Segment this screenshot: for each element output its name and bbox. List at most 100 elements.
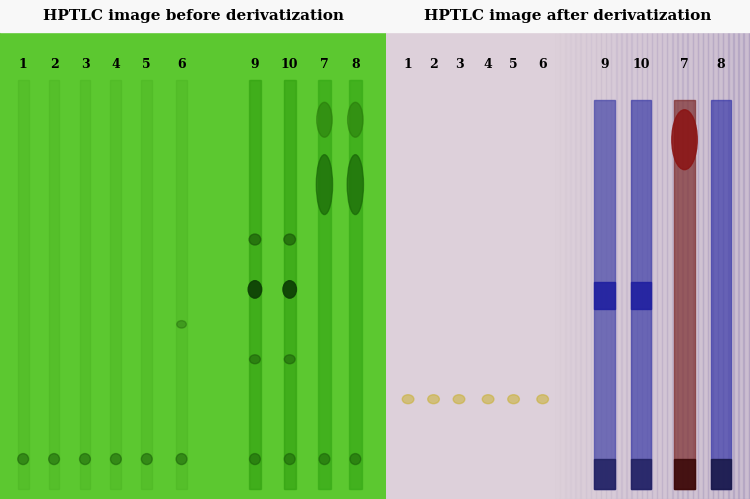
Ellipse shape — [177, 321, 186, 328]
Bar — [596, 32, 602, 499]
Bar — [49, 80, 59, 489]
Ellipse shape — [319, 454, 330, 465]
Bar — [350, 80, 361, 489]
Bar — [141, 80, 152, 489]
Text: 5: 5 — [509, 58, 518, 71]
Bar — [631, 100, 651, 489]
Text: 1: 1 — [404, 58, 412, 71]
Text: 6: 6 — [177, 58, 186, 71]
Bar — [570, 32, 576, 499]
Bar — [692, 32, 698, 499]
Bar — [580, 32, 586, 499]
Ellipse shape — [350, 454, 361, 465]
Bar — [677, 32, 682, 499]
Bar — [667, 32, 673, 499]
Bar — [606, 32, 611, 499]
Text: 9: 9 — [251, 58, 260, 71]
Text: HPTLC image after derivatization: HPTLC image after derivatization — [424, 9, 712, 23]
Bar — [641, 32, 647, 499]
Bar — [672, 32, 677, 499]
Text: HPTLC image before derivatization: HPTLC image before derivatization — [43, 9, 344, 23]
Bar — [550, 32, 556, 499]
Bar — [18, 80, 28, 489]
Bar — [632, 32, 637, 499]
Ellipse shape — [49, 454, 59, 465]
Text: 6: 6 — [538, 58, 547, 71]
Bar — [611, 32, 616, 499]
Bar — [566, 32, 571, 499]
Bar — [595, 100, 614, 489]
Ellipse shape — [110, 454, 122, 465]
Bar — [586, 32, 591, 499]
Ellipse shape — [250, 355, 260, 364]
Ellipse shape — [18, 454, 28, 465]
Ellipse shape — [537, 395, 548, 404]
Bar — [319, 80, 330, 489]
Bar — [631, 459, 651, 489]
Bar — [555, 32, 560, 499]
Bar — [386, 0, 750, 32]
Ellipse shape — [347, 102, 363, 137]
Bar — [575, 32, 580, 499]
Bar — [688, 32, 693, 499]
Bar — [743, 32, 749, 499]
Bar — [249, 80, 261, 489]
Bar — [711, 100, 731, 489]
Bar — [110, 80, 122, 489]
Ellipse shape — [283, 280, 296, 298]
Ellipse shape — [141, 454, 152, 465]
Bar — [674, 100, 695, 489]
Bar — [250, 80, 260, 489]
Text: 4: 4 — [112, 58, 120, 71]
Ellipse shape — [248, 280, 262, 298]
Bar — [349, 80, 362, 489]
Text: 10: 10 — [281, 58, 298, 71]
Ellipse shape — [347, 155, 364, 215]
Text: 5: 5 — [142, 58, 151, 71]
Ellipse shape — [284, 355, 295, 364]
Ellipse shape — [284, 454, 295, 465]
Ellipse shape — [508, 395, 520, 404]
Bar — [621, 32, 627, 499]
Text: 3: 3 — [81, 58, 89, 71]
Bar — [0, 0, 386, 32]
Bar — [748, 32, 750, 499]
Bar — [652, 32, 657, 499]
Ellipse shape — [402, 395, 414, 404]
Bar — [318, 80, 332, 489]
Text: 8: 8 — [351, 58, 360, 71]
Bar — [718, 32, 724, 499]
Bar — [682, 32, 688, 499]
Ellipse shape — [176, 454, 187, 465]
Text: 8: 8 — [716, 58, 725, 71]
Bar — [591, 32, 596, 499]
Ellipse shape — [250, 454, 260, 465]
Bar — [176, 80, 187, 489]
Text: 9: 9 — [600, 58, 609, 71]
Bar — [626, 32, 632, 499]
Bar — [284, 80, 296, 489]
Text: 4: 4 — [484, 58, 493, 71]
Bar — [674, 459, 695, 489]
Bar — [657, 32, 662, 499]
Ellipse shape — [80, 454, 91, 465]
Bar — [560, 32, 566, 499]
Ellipse shape — [427, 395, 439, 404]
Text: 3: 3 — [454, 58, 464, 71]
Text: 2: 2 — [50, 58, 58, 71]
Bar — [711, 459, 731, 489]
Bar — [601, 32, 606, 499]
Bar — [708, 32, 713, 499]
Bar — [728, 32, 734, 499]
Bar — [738, 32, 744, 499]
Bar — [734, 32, 739, 499]
Ellipse shape — [249, 234, 261, 245]
Ellipse shape — [316, 102, 332, 137]
Bar — [284, 80, 295, 489]
Bar — [662, 32, 668, 499]
Text: 7: 7 — [680, 58, 689, 71]
Bar — [631, 282, 651, 309]
Bar — [80, 80, 91, 489]
Bar — [713, 32, 718, 499]
Bar — [616, 32, 622, 499]
